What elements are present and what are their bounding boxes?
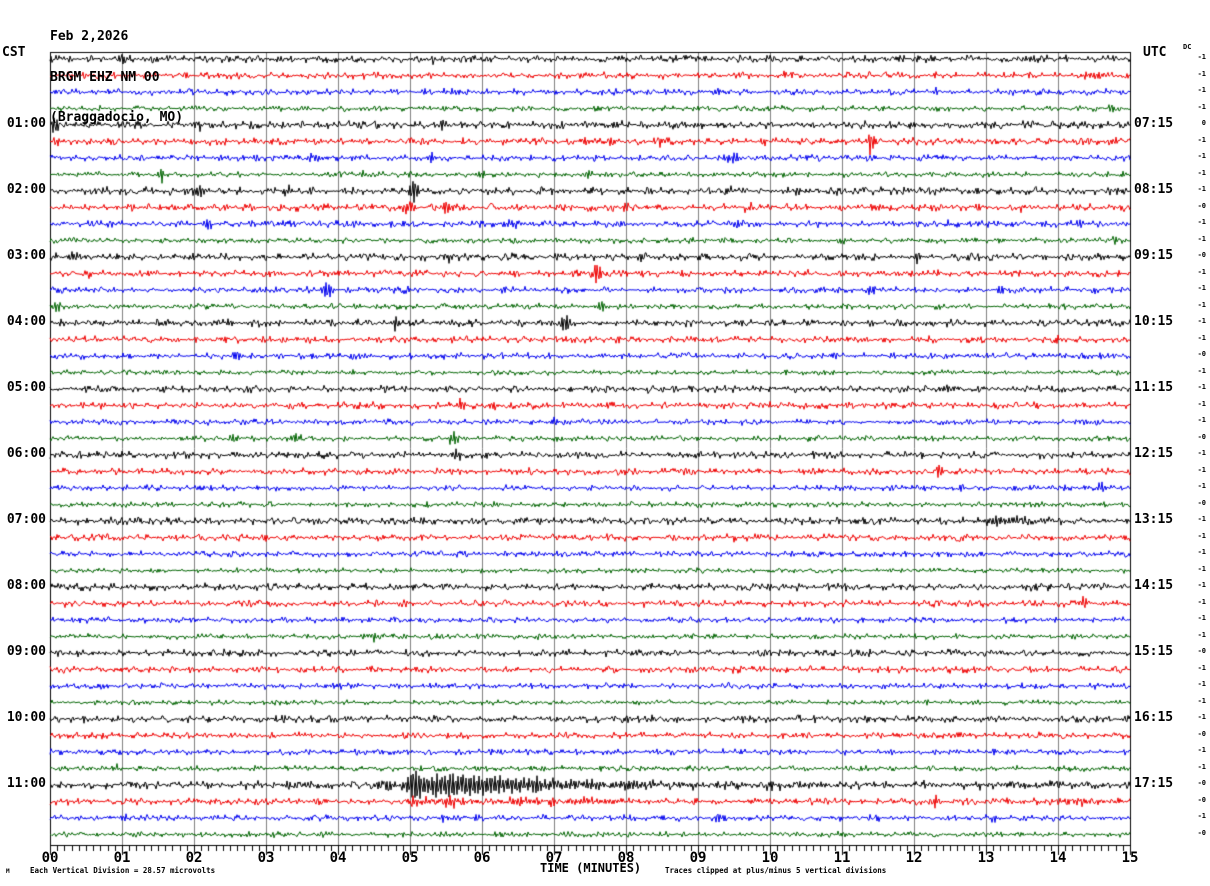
cst-hour-label: 09:00 (6, 644, 46, 659)
dc-offset-value: -1 (1197, 267, 1206, 276)
dc-offset-value: -1 (1197, 234, 1206, 243)
dc-offset-value: -0 (1197, 795, 1206, 804)
dc-offset-value: -1 (1197, 812, 1206, 820)
cst-hour-label: 05:00 (6, 380, 46, 395)
dc-offset-value: -1 (1197, 218, 1206, 226)
x-tick-label: 00 (41, 850, 59, 866)
dc-offset-value: -1 (1197, 581, 1206, 589)
x-tick-label: 01 (113, 850, 131, 866)
utc-hour-label: 09:15 (1134, 248, 1174, 263)
title-block: Feb 2,2026 BRGM EHZ NM 00 (Braggadocio, … (50, 3, 183, 152)
x-tick-label: 06 (473, 850, 491, 866)
dc-offset-header: DC (1183, 43, 1192, 51)
cst-hour-label: 03:00 (6, 248, 46, 263)
dc-offset-value: -1 (1197, 564, 1206, 573)
dc-offset-value: -1 (1197, 383, 1206, 391)
dc-offset-value: -1 (1197, 333, 1206, 342)
utc-hour-label: 13:15 (1134, 512, 1174, 527)
x-tick-label: 12 (905, 850, 923, 866)
dc-offset-value: -0 (1197, 828, 1206, 837)
dc-offset-value: -1 (1197, 515, 1206, 523)
dc-offset-value: -1 (1197, 614, 1206, 622)
dc-offset-value: -1 (1197, 185, 1206, 193)
clip-note: Traces clipped at plus/minus 5 vertical … (665, 866, 887, 875)
dc-offset-value: -0 (1197, 779, 1206, 787)
cst-hour-label: 08:00 (6, 578, 46, 593)
title-station: BRGM EHZ NM 00 (50, 69, 160, 85)
x-axis-title: TIME (MINUTES) (540, 861, 642, 875)
dc-offset-value: -1 (1197, 482, 1206, 490)
utc-hour-label: 07:15 (1134, 116, 1174, 131)
title-date: Feb 2,2026 (50, 29, 129, 44)
utc-hour-label: 10:15 (1134, 314, 1174, 329)
x-tick-label: 15 (1121, 850, 1139, 866)
x-tick-label: 11 (833, 850, 851, 866)
cst-hour-label: 07:00 (6, 512, 46, 527)
x-tick-label: 09 (689, 850, 707, 866)
dc-offset-value: -1 (1197, 416, 1206, 424)
watermark-glyph: M (6, 868, 10, 875)
x-tick-label: 14 (1049, 850, 1067, 866)
dc-offset-value: -0 (1197, 432, 1206, 441)
x-tick-label: 08 (617, 850, 635, 866)
dc-offset-value: -1 (1197, 630, 1206, 639)
dc-offset-value: -1 (1197, 746, 1206, 754)
cst-hour-label: 06:00 (6, 446, 46, 461)
dc-offset-value: -1 (1197, 86, 1206, 94)
dc-offset-value: -1 (1197, 152, 1206, 160)
x-tick-label: 02 (185, 850, 203, 866)
dc-offset-value: -1 (1197, 135, 1206, 144)
dc-offset-value: -1 (1197, 465, 1206, 474)
dc-offset-value: -1 (1197, 69, 1206, 78)
utc-hour-label: 17:15 (1134, 776, 1174, 791)
dc-offset-value: -0 (1197, 201, 1206, 210)
x-tick-label: 07 (545, 850, 563, 866)
dc-offset-value: -0 (1197, 498, 1206, 507)
dc-offset-value: -1 (1197, 53, 1206, 61)
cst-hour-label: 01:00 (6, 116, 46, 131)
dc-offset-value: -1 (1197, 449, 1206, 457)
dc-offset-value: -1 (1197, 366, 1206, 375)
cst-hour-label: 04:00 (6, 314, 46, 329)
utc-hour-label: 11:15 (1134, 380, 1174, 395)
utc-hour-label: 12:15 (1134, 446, 1174, 461)
utc-hour-label: 15:15 (1134, 644, 1174, 659)
dc-offset-value: -1 (1197, 696, 1206, 705)
cst-hour-label: 11:00 (6, 776, 46, 791)
dc-offset-value: -1 (1197, 317, 1206, 325)
scale-note: Each Vertical Division = 28.57 microvolt… (30, 866, 216, 875)
cst-hour-label: 02:00 (6, 182, 46, 197)
dc-offset-value: -1 (1197, 168, 1206, 177)
utc-hour-label: 14:15 (1134, 578, 1174, 593)
left-timezone-label: CST (2, 45, 26, 60)
dc-offset-value: -1 (1197, 597, 1206, 606)
utc-hour-label: 08:15 (1134, 182, 1174, 197)
dc-offset-value: -1 (1197, 713, 1206, 721)
dc-offset-value: -0 (1197, 647, 1206, 655)
x-tick-label: 10 (761, 850, 779, 866)
x-tick-label: 04 (329, 850, 347, 866)
dc-offset-value: -1 (1197, 548, 1206, 556)
x-tick-label: 03 (257, 850, 275, 866)
dc-offset-value: -1 (1197, 680, 1206, 688)
dc-offset-value: -1 (1197, 663, 1206, 672)
dc-offset-value: -1 (1197, 762, 1206, 771)
dc-offset-value: -0 (1197, 251, 1206, 259)
dc-offset-value: -1 (1197, 531, 1206, 540)
dc-offset-value: -0 (1197, 729, 1206, 738)
title-location: (Braggadocio, MO) (50, 110, 184, 125)
cst-hour-label: 10:00 (6, 710, 46, 725)
dc-offset-value: -1 (1197, 399, 1206, 408)
dc-offset-value: 0 (1201, 119, 1206, 127)
dc-offset-value: -1 (1197, 300, 1206, 309)
dc-offset-value: -1 (1197, 102, 1206, 111)
dc-offset-value: -0 (1197, 350, 1206, 358)
utc-hour-label: 16:15 (1134, 710, 1174, 725)
x-tick-label: 13 (977, 850, 995, 866)
dc-offset-value: -1 (1197, 284, 1206, 292)
right-timezone-label: UTC (1143, 45, 1167, 60)
x-tick-label: 05 (401, 850, 419, 866)
